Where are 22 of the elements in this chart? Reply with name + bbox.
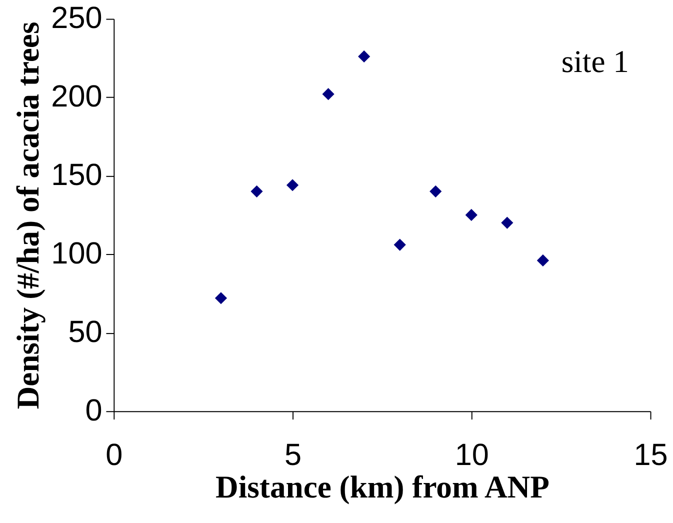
- y-tick-label: 150: [51, 158, 102, 192]
- point: [501, 216, 514, 229]
- y-tick-label: 250: [51, 1, 102, 36]
- point: [286, 179, 299, 192]
- point: [536, 254, 549, 267]
- point: [250, 185, 263, 198]
- point: [430, 185, 442, 198]
- y-tick-label: 50: [68, 315, 102, 350]
- point: [214, 292, 228, 304]
- y-tick-label: 200: [51, 80, 102, 114]
- point: [394, 238, 406, 251]
- point: [465, 208, 478, 222]
- x-tick-label: 15: [634, 438, 668, 472]
- point: [358, 50, 370, 62]
- x-axis-title: Distance (km) from ANP: [216, 470, 550, 505]
- x-tick-label: 10: [454, 438, 489, 472]
- x-tick-label: 5: [284, 438, 302, 472]
- y-tick-label: 0: [85, 394, 102, 428]
- y-axis-title: Density (#/ha) of acacia trees: [10, 22, 46, 410]
- point: [322, 88, 334, 100]
- annotation: site 1: [561, 44, 629, 80]
- y-tick-label: 100: [51, 236, 102, 271]
